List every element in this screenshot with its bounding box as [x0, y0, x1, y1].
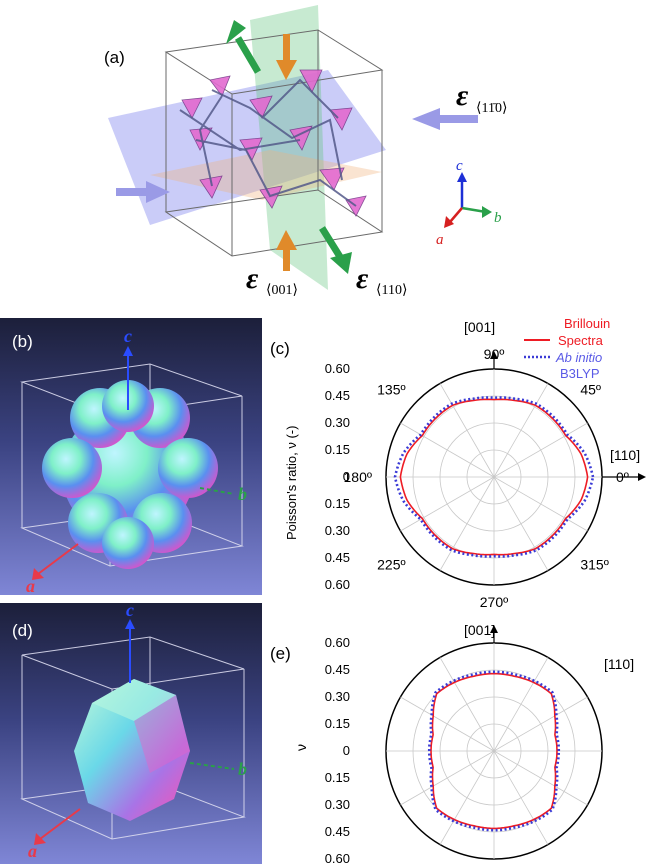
series-1	[430, 672, 558, 830]
grid-spoke	[439, 750, 495, 845]
panel-b-axis-a: a	[26, 576, 35, 595]
panel-c-label: (c)	[270, 339, 290, 358]
dir-arrowhead-up	[490, 351, 498, 359]
arrow-orange-bottom	[276, 230, 297, 271]
series-2	[427, 670, 561, 832]
arrow-green-top	[226, 20, 262, 74]
molecular-network	[181, 69, 367, 217]
tick-label: 0	[343, 469, 350, 484]
panel-d-label: (d)	[12, 621, 33, 640]
angle-label: 45º	[580, 382, 601, 398]
panel-c: (c) Poisson's ratio, ν (-) [001] [110] B…	[268, 312, 647, 610]
grid-spoke	[493, 657, 549, 752]
panel-c-dir-right: [110]	[610, 447, 640, 463]
strain-label-2: ε	[246, 262, 259, 295]
panel-e: (e) ν [001] [110] 0.60 0.45 0.30 0.15 0 0.15 0…	[268, 615, 647, 864]
tick-label: 0.30	[325, 523, 350, 538]
panel-e-label: (e)	[270, 644, 291, 663]
angle-label: 225º	[377, 556, 405, 572]
tick-label: 0.60	[325, 577, 350, 592]
tick-label: 0.15	[325, 496, 350, 511]
tick-label: 0.15	[325, 442, 350, 457]
legend-item-brillouin-1: Brillouin	[564, 316, 610, 331]
poisson-surface-d	[74, 679, 190, 821]
legend-item-brillouin-2: Spectra	[558, 333, 604, 348]
panel-b-label: (b)	[12, 332, 33, 351]
series-1	[399, 398, 589, 556]
arrow-blue-right	[412, 108, 478, 130]
angle-label: 180º	[344, 469, 372, 485]
grid-spoke	[400, 476, 495, 532]
tick-label: 0.30	[325, 797, 350, 812]
grid-spoke	[439, 476, 495, 571]
grid-spoke	[493, 750, 588, 806]
legend-item-abinitio-1: Ab initio	[555, 350, 602, 365]
angle-label: 90º	[484, 346, 505, 362]
angle-label: 0º	[616, 469, 629, 485]
arrow-green-bottom	[319, 226, 352, 274]
tick-label: 0.60	[325, 851, 350, 864]
tick-label: 0	[343, 743, 350, 758]
panel-e-ylabel: ν	[293, 744, 309, 751]
dir-arrowhead-up	[490, 625, 498, 633]
tick-label: 0.60	[325, 361, 350, 376]
grid-spoke	[400, 750, 495, 806]
grid-spoke	[493, 383, 549, 478]
axis-triad: c b a	[436, 158, 502, 248]
strain-sub-2: ⟨001⟩	[266, 283, 298, 298]
tick-label: 0.15	[325, 770, 350, 785]
strain-label-1: ε	[456, 79, 469, 112]
poisson-surface-b	[42, 380, 218, 569]
panel-d-axis-a: a	[28, 841, 37, 861]
panel-b-axis-b: b	[238, 484, 247, 504]
grid-spoke	[400, 422, 495, 478]
panel-d-axis-c: c	[126, 603, 134, 620]
tick-label: 0.30	[325, 689, 350, 704]
angle-label: 135º	[377, 382, 405, 398]
panel-a-label: (a)	[104, 48, 125, 67]
tick-label: 0.45	[325, 662, 350, 677]
panel-e-dir-up: [001]	[464, 622, 495, 638]
axis-b-label: b	[494, 210, 502, 226]
arrow-blue-left	[116, 181, 170, 203]
angle-label: 315º	[580, 556, 608, 572]
grid-spoke	[493, 422, 588, 478]
strain-label-3: ε	[356, 262, 369, 295]
panel-a: (a)	[0, 0, 647, 300]
tick-label: 0.30	[325, 415, 350, 430]
polar-chart-e: (e) ν [001] [110] 0.60 0.45 0.30 0.15 0 0.15 0…	[270, 622, 634, 864]
panel-c-dir-up: [001]	[464, 319, 495, 335]
panel-b-axis-c: c	[124, 326, 132, 346]
tick-label: 0.45	[325, 550, 350, 565]
tick-label: 0.45	[325, 824, 350, 839]
angle-label: 270º	[480, 594, 508, 610]
arrow-orange-top	[276, 34, 297, 80]
panel-b-render: (b)	[0, 318, 262, 595]
grid-spoke	[493, 750, 549, 845]
panel-e-dir-right: [110]	[604, 656, 634, 672]
grid-spoke	[493, 476, 588, 532]
grid-spoke	[493, 696, 588, 752]
tick-label: 0.60	[325, 635, 350, 650]
crystal-illustration: ε ⟨11̄0⟩ ε ⟨001⟩ ε ⟨110⟩ c b a	[108, 5, 507, 298]
legend-c: Brillouin Spectra Ab initio B3LYP	[524, 316, 610, 381]
tick-label: 0.15	[325, 716, 350, 731]
panel-c-ylabel: Poisson's ratio, ν (-)	[284, 426, 299, 540]
polar-chart-c: (c) Poisson's ratio, ν (-) [001] [110] B…	[270, 316, 646, 610]
dir-arrowhead-right	[638, 473, 646, 481]
grid-spoke	[439, 657, 495, 752]
tick-label: 0.45	[325, 388, 350, 403]
strain-sub-1: ⟨11̄0⟩	[476, 101, 507, 116]
grid-spoke	[493, 476, 549, 571]
axis-c-label: c	[456, 158, 463, 174]
legend-item-abinitio-2: B3LYP	[560, 366, 600, 381]
grid-spoke	[439, 383, 495, 478]
series-2	[393, 396, 595, 558]
panel-d-render: (d) c b a	[0, 603, 262, 864]
strain-sub-3: ⟨110⟩	[376, 283, 407, 298]
panel-d-axis-b: b	[238, 759, 247, 779]
axis-a-label: a	[436, 232, 444, 248]
grid-spoke	[400, 696, 495, 752]
